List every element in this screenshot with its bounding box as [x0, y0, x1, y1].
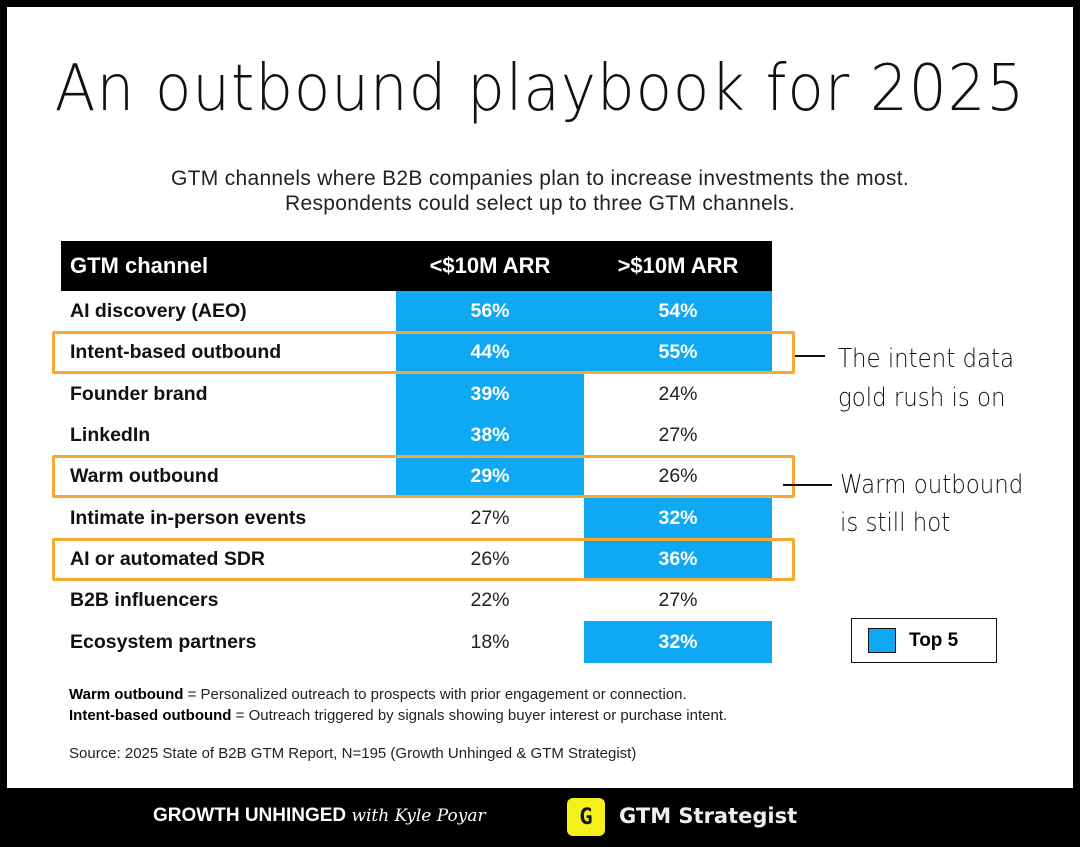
brand1-byline: with Kyle Poyar [351, 806, 486, 826]
highlight-box-sdr [52, 538, 795, 581]
over-10m-cell: 24% [658, 382, 698, 405]
page-title: An outbound playbook for 2025 [54, 52, 1026, 126]
under-10m-cell: 22% [470, 589, 510, 612]
table-row: LinkedIn 38% 27% [61, 414, 772, 457]
header-under-10m: <$10M ARR [396, 241, 584, 291]
footer: GROWTH UNHINGED with Kyle Poyar G GTM St… [0, 788, 1080, 847]
table-row: Intimate in-person events 27% 32% [61, 497, 772, 539]
definition-text: = Outreach triggered by signals showing … [231, 707, 728, 724]
under-10m-cell: 38% [396, 414, 584, 457]
highlight-box-intent [52, 331, 795, 374]
channel-cell: Intimate in-person events [70, 506, 307, 529]
annotation-warm-1: Warm outbound [840, 470, 1024, 500]
under-10m-cell: 44% [396, 332, 584, 374]
under-10m-cell: 26% [470, 547, 510, 570]
under-10m-cell: 39% [396, 373, 584, 415]
over-10m-cell: 32% [584, 497, 772, 539]
table-row: Intent-based outbound 44% 55% [61, 332, 772, 374]
definition-text: = Personalized outreach to prospects wit… [183, 686, 687, 703]
annotation-pointer-1 [795, 355, 825, 357]
channel-cell: Warm outbound [70, 465, 219, 488]
definition-intent: Intent-based outbound = Outreach trigger… [69, 707, 727, 724]
definition-term: Warm outbound [69, 686, 184, 703]
table-row: B2B influencers 22% 27% [61, 580, 772, 621]
legend-swatch [868, 628, 896, 653]
brand1-name: GROWTH UNHINGED [153, 805, 347, 826]
table-row: AI or automated SDR 26% 36% [61, 538, 772, 581]
under-10m-cell: 27% [470, 506, 510, 529]
table-row: AI discovery (AEO) 56% 54% [61, 291, 772, 333]
over-10m-cell: 27% [658, 589, 698, 612]
table-row: Warm outbound 29% 26% [61, 456, 772, 498]
over-10m-cell: 55% [584, 332, 772, 374]
annotation-pointer-2 [783, 484, 832, 486]
definition-term: Intent-based outbound [69, 707, 232, 724]
channel-cell: B2B influencers [70, 589, 219, 612]
legend: Top 5 [851, 618, 997, 663]
channel-cell: Intent-based outbound [70, 341, 282, 364]
definition-warm: Warm outbound = Personalized outreach to… [69, 686, 687, 703]
over-10m-cell: 54% [584, 291, 772, 333]
highlight-box-warm [52, 455, 795, 498]
subtitle-line-1: GTM channels where B2B companies plan to… [171, 167, 909, 190]
table-header: GTM channel <$10M ARR >$10M ARR [61, 241, 772, 291]
header-over-10m: >$10M ARR [584, 241, 772, 291]
subtitle-line-2: Respondents could select up to three GTM… [285, 192, 795, 215]
under-10m-cell: 18% [470, 630, 510, 653]
header-channel: GTM channel [61, 241, 396, 291]
over-10m-cell: 27% [658, 424, 698, 447]
gtm-strategist-brand: GTM Strategist [619, 804, 798, 828]
over-10m-cell: 36% [584, 538, 772, 581]
channel-cell: AI discovery (AEO) [70, 300, 247, 323]
source-note: Source: 2025 State of B2B GTM Report, N=… [69, 745, 637, 762]
gtm-strategist-logo-icon: G [567, 798, 605, 836]
channel-cell: Ecosystem partners [70, 630, 257, 653]
growth-unhinged-brand: GROWTH UNHINGED with Kyle Poyar [153, 805, 486, 827]
over-10m-cell: 32% [584, 621, 772, 663]
gtm-channel-table: GTM channel <$10M ARR >$10M ARR AI disco… [61, 241, 772, 663]
annotation-intent-1: The intent data [838, 344, 1015, 374]
under-10m-cell: 29% [396, 456, 584, 498]
channel-cell: AI or automated SDR [70, 547, 266, 570]
channel-cell: LinkedIn [70, 424, 151, 447]
channel-cell: Founder brand [70, 382, 208, 405]
annotation-intent-2: gold rush is on [838, 383, 1006, 413]
legend-label: Top 5 [909, 629, 959, 651]
table-row: Founder brand 39% 24% [61, 373, 772, 415]
table-row: Ecosystem partners 18% 32% [61, 621, 772, 663]
over-10m-cell: 26% [658, 465, 698, 488]
annotation-warm-2: is still hot [840, 508, 951, 538]
under-10m-cell: 56% [396, 291, 584, 333]
